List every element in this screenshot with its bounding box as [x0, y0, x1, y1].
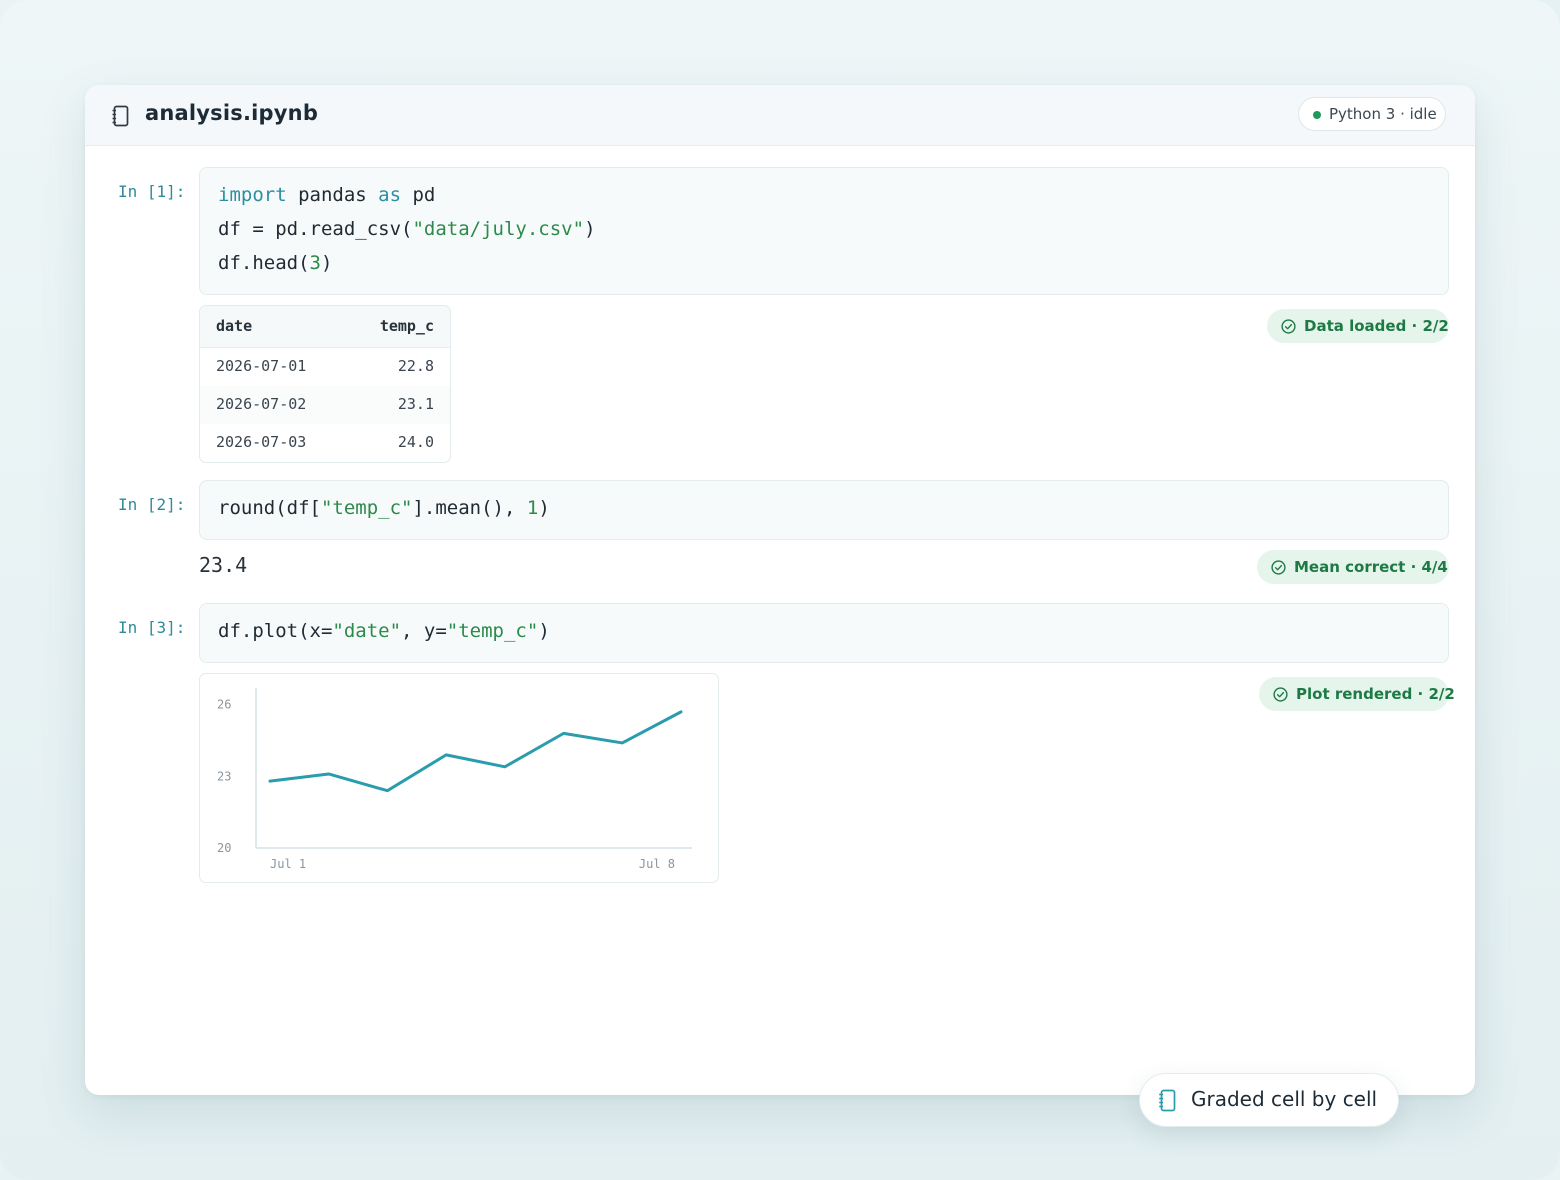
kernel-status-badge[interactable]: Python 3 · idle [1298, 97, 1446, 131]
grade-badge-data-loaded: Data loaded · 2/2 [1267, 309, 1449, 343]
check-circle-icon [1281, 319, 1296, 334]
badge-label: Plot rendered · 2/2 [1296, 685, 1455, 703]
notebook-title[interactable]: analysis.ipynb [145, 101, 319, 125]
check-circle-icon [1271, 560, 1286, 575]
badge-label: Mean correct · 4/4 [1294, 558, 1448, 576]
notebook-window: analysis.ipynb Python 3 · idle In [1]: i… [85, 85, 1475, 1095]
x-tick-label: Jul 8 [639, 857, 675, 871]
line-chart: 20 23 26 Jul 1 Jul 8 [217, 688, 692, 871]
cell-prompt: In [3]: [118, 618, 186, 637]
y-tick-label: 23 [217, 769, 231, 783]
table-row: 2026-07-03 24.0 [200, 424, 450, 462]
series-line [268, 710, 683, 793]
x-tick-label: Jul 1 [270, 857, 306, 871]
table-cell: 2026-07-01 [216, 357, 307, 375]
table-cell: 24.0 [397, 433, 434, 451]
table-cell: 2026-07-02 [216, 395, 307, 413]
check-circle-icon [1273, 687, 1288, 702]
code-cell-3[interactable]: df.plot(x="date", y="temp_c") [199, 603, 1449, 663]
table-cell: 22.8 [397, 357, 434, 375]
grade-badge-plot-rendered: Plot rendered · 2/2 [1259, 677, 1455, 711]
code-line: df.head(3) [218, 252, 333, 274]
dataframe-output-table: date temp_c 2026-07-01 22.8 2026-07-02 2… [199, 305, 451, 463]
graded-cell-by-cell-pill: Graded cell by cell [1139, 1073, 1399, 1127]
cell-output-value: 23.4 [199, 553, 248, 577]
table-row: 2026-07-01 22.8 [200, 348, 450, 386]
code-line: df.plot(x="date", y="temp_c") [218, 620, 550, 642]
cell-prompt: In [2]: [118, 495, 186, 514]
y-tick-label: 26 [217, 698, 231, 712]
code-line: df = pd.read_csv("data/july.csv") [218, 218, 596, 240]
code-cell-2[interactable]: round(df["temp_c"].mean(), 1) [199, 480, 1449, 540]
table-cell: 2026-07-03 [216, 433, 307, 451]
kernel-status-dot [1313, 111, 1321, 119]
y-tick-label: 20 [217, 841, 231, 855]
cell-prompt: In [1]: [118, 182, 186, 201]
notebook-icon [111, 105, 131, 127]
grade-badge-mean-correct: Mean correct · 4/4 [1257, 550, 1449, 584]
kernel-status-label: Python 3 · idle [1329, 105, 1437, 123]
column-header-temp: temp_c [379, 317, 434, 335]
code-line: round(df["temp_c"].mean(), 1) [218, 497, 550, 519]
column-header-date: date [216, 317, 253, 335]
code-cell-1[interactable]: import pandas as pd df = pd.read_csv("da… [199, 167, 1449, 295]
pill-label: Graded cell by cell [1191, 1087, 1378, 1111]
notebook-titlebar: analysis.ipynb Python 3 · idle [85, 85, 1475, 146]
notebook-icon [1158, 1089, 1177, 1112]
table-row: 2026-07-02 23.1 [200, 386, 450, 424]
table-cell: 23.1 [397, 395, 434, 413]
plot-output: 20 23 26 Jul 1 Jul 8 [199, 673, 719, 883]
table-header: date temp_c [200, 306, 450, 348]
badge-label: Data loaded · 2/2 [1304, 317, 1449, 335]
code-line: import pandas as pd [218, 184, 436, 206]
